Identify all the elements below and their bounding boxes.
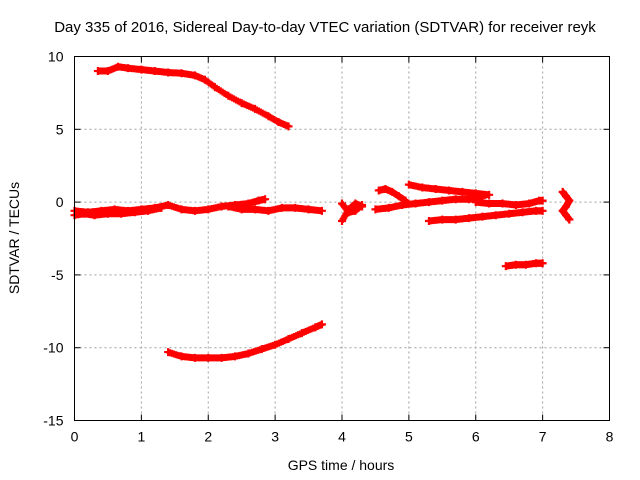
series-arc-zero-c	[224, 202, 326, 215]
x-tick-label: 6	[472, 429, 480, 445]
x-tick-label: 7	[539, 429, 547, 445]
x-tick-label: 2	[204, 429, 212, 445]
data-point	[317, 206, 326, 215]
data-point	[317, 320, 326, 329]
series-arc-5h-d	[424, 206, 547, 226]
plot-frame	[74, 56, 610, 421]
x-tick-label: 8	[606, 429, 614, 445]
data-point	[401, 196, 410, 205]
y-tick-label: -5	[51, 267, 64, 283]
grid	[74, 56, 610, 421]
y-tick-label: 5	[56, 121, 64, 137]
x-tick-label: 4	[338, 429, 346, 445]
data-point	[485, 190, 494, 199]
y-tick-label: -10	[43, 340, 63, 356]
y-tick-label: 0	[56, 194, 64, 210]
series-arc-6h	[471, 196, 547, 210]
x-axis-label: GPS time / hours	[288, 457, 395, 473]
data-point	[358, 201, 367, 210]
series-arc-zero-b	[70, 203, 166, 220]
series-arc-low	[164, 320, 326, 362]
x-tick-label: 1	[137, 429, 145, 445]
y-axis-label: SDTVAR / TECUs	[6, 182, 22, 294]
series-arc-7h	[558, 187, 574, 224]
x-tick-label: 5	[405, 429, 413, 445]
series-arc-4h-b	[338, 199, 367, 217]
chart-title: Day 335 of 2016, Sidereal Day-to-day VTE…	[54, 19, 596, 36]
data-point	[261, 195, 270, 204]
y-tick-label: 10	[48, 49, 64, 65]
series-arc-5h-b	[374, 184, 410, 205]
ticks: 0 1 2 3 4 5 6 7 8 -15 -10 -5 0 5 10	[43, 49, 613, 445]
data-point	[538, 206, 547, 215]
data-points	[70, 62, 574, 362]
x-tick-label: 3	[271, 429, 279, 445]
data-point	[565, 215, 574, 224]
series-arc-top	[93, 62, 293, 131]
data-point	[157, 203, 166, 212]
series-arc-5h-a	[371, 193, 487, 214]
y-tick-label: -15	[43, 413, 63, 429]
data-point	[538, 196, 547, 205]
data-point	[538, 259, 547, 268]
x-tick-label: 0	[71, 429, 79, 445]
data-point	[284, 122, 293, 131]
series-arc-5h-c	[404, 180, 494, 199]
series-arc-6h-low	[501, 259, 547, 271]
